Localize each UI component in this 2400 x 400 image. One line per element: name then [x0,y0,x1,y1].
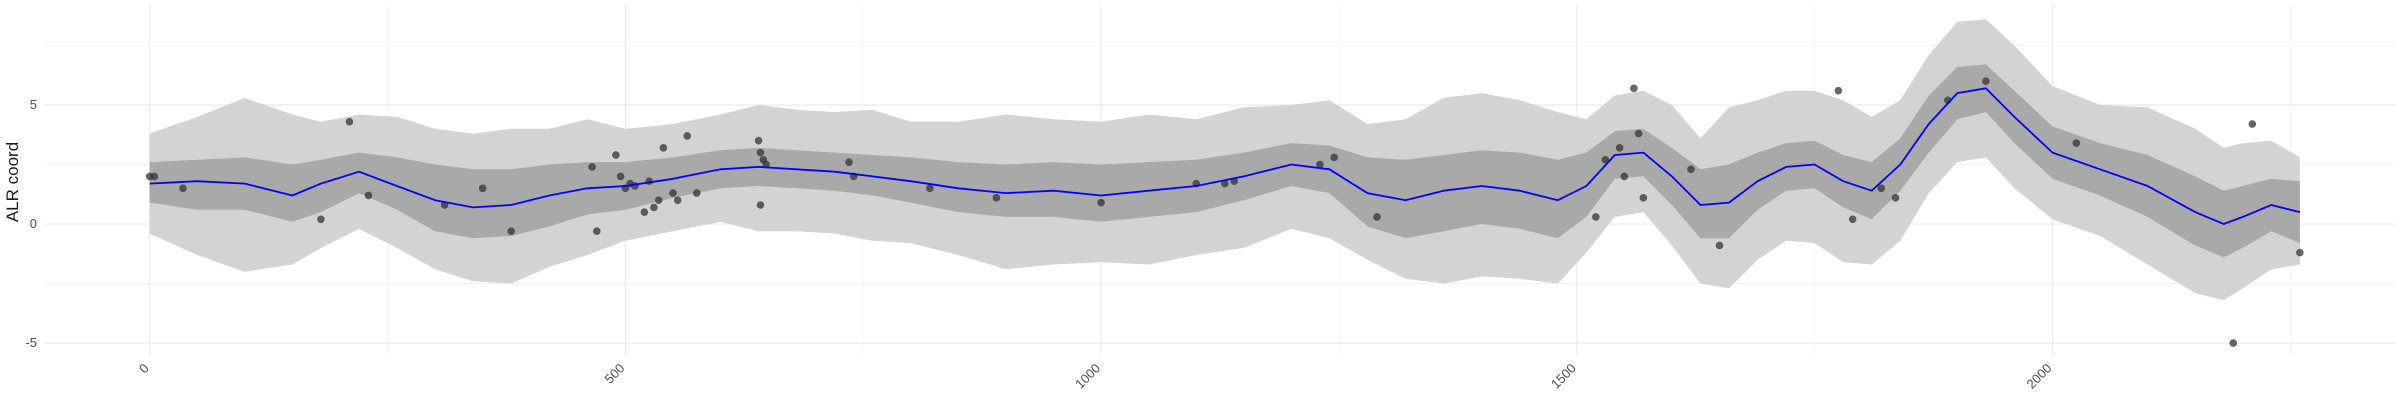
y-tick-label: 5 [30,97,37,112]
data-point [845,158,853,166]
data-point [1316,160,1324,169]
y-axis-title: ALR coord [3,142,22,222]
y-tick-label: -5 [25,335,37,350]
data-point [317,215,325,224]
data-point [926,184,934,193]
data-point [2296,248,2304,257]
data-point [992,194,1001,202]
confidence-band-inner [149,64,2300,258]
data-point [1634,129,1643,138]
data-point [756,148,765,157]
data-point [1848,215,1857,224]
data-point [593,227,601,235]
data-point [364,191,373,200]
data-point [683,132,692,140]
data-point [478,184,487,193]
data-point [1620,172,1629,181]
band-inner-area [149,64,2300,258]
data-point [1715,241,1724,250]
y-axis-ticks: -5 0 5 [25,97,37,350]
data-point [2248,120,2257,128]
data-point [1891,194,1900,202]
data-point [756,201,765,209]
data-point [673,196,682,205]
data-point [179,184,187,193]
data-point [150,172,159,181]
data-point [345,117,354,126]
data-point [754,136,763,145]
data-point [1687,165,1695,174]
data-point [2072,139,2081,147]
data-point [650,203,658,212]
data-point [1639,194,1648,202]
data-point [1601,155,1610,164]
data-point [1834,86,1843,95]
data-point [1097,198,1105,207]
data-point [1220,179,1229,188]
fit-line-path [149,87,2301,225]
data-point [507,227,515,235]
data-point [669,189,677,197]
scatter-points [145,77,2304,347]
data-point [692,189,701,197]
data-point [1330,153,1338,162]
data-point [616,172,625,181]
data-point [1982,77,1990,85]
y-tick-label: 0 [30,216,37,231]
fitted-line [149,87,2301,225]
data-point [1373,213,1381,221]
data-point [640,208,649,216]
data-point [1877,184,1886,193]
data-point [612,151,620,159]
data-point [588,163,596,171]
data-point [654,196,663,205]
data-point [1630,84,1638,93]
data-point [1592,213,1600,221]
data-point [2229,339,2238,347]
data-point [659,144,668,152]
data-point [1615,144,1624,152]
